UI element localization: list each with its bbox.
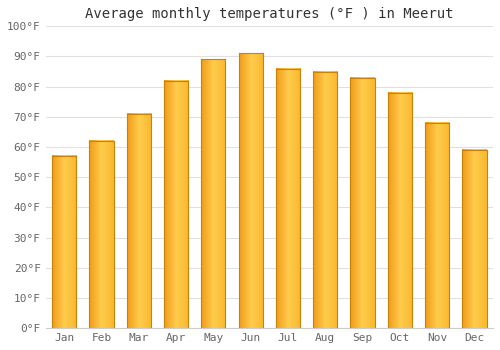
Title: Average monthly temperatures (°F ) in Meerut: Average monthly temperatures (°F ) in Me… — [85, 7, 454, 21]
